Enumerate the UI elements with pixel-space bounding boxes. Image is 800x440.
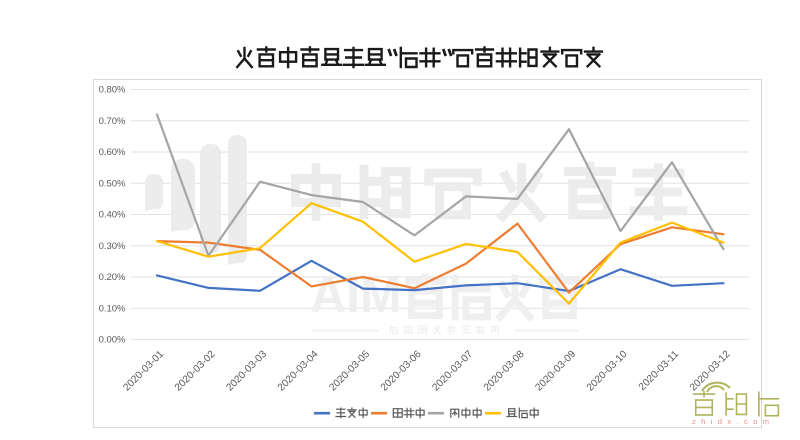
svg-text:2020-03-02: 2020-03-02 bbox=[173, 349, 218, 394]
svg-text:2020-03-05: 2020-03-05 bbox=[327, 349, 372, 394]
svg-text:0.80%: 0.80% bbox=[99, 85, 126, 96]
svg-text:zhidx.com: zhidx.com bbox=[692, 417, 774, 426]
svg-text:0.30%: 0.30% bbox=[99, 241, 126, 252]
svg-text:2020-03-10: 2020-03-10 bbox=[585, 349, 630, 394]
svg-text:0.70%: 0.70% bbox=[99, 116, 126, 127]
svg-text:2020-03-09: 2020-03-09 bbox=[533, 349, 578, 394]
svg-text:0.40%: 0.40% bbox=[99, 210, 126, 221]
svg-text:0.20%: 0.20% bbox=[99, 272, 126, 283]
svg-text:0.10%: 0.10% bbox=[99, 303, 126, 314]
svg-text:2020-03-07: 2020-03-07 bbox=[430, 349, 475, 394]
svg-text:AIM: AIM bbox=[310, 267, 402, 323]
svg-text:2020-03-01: 2020-03-01 bbox=[121, 349, 166, 394]
svg-text:0.60%: 0.60% bbox=[99, 147, 126, 158]
svg-text:2020-03-06: 2020-03-06 bbox=[379, 349, 424, 394]
svg-text:2020-03-04: 2020-03-04 bbox=[276, 349, 321, 394]
svg-text:2020-03-08: 2020-03-08 bbox=[482, 349, 527, 394]
svg-text:0.50%: 0.50% bbox=[99, 178, 126, 189]
svg-text:0.00%: 0.00% bbox=[99, 335, 126, 346]
svg-text:2020-03-11: 2020-03-11 bbox=[637, 349, 681, 393]
svg-text:2020-03-03: 2020-03-03 bbox=[224, 349, 269, 394]
